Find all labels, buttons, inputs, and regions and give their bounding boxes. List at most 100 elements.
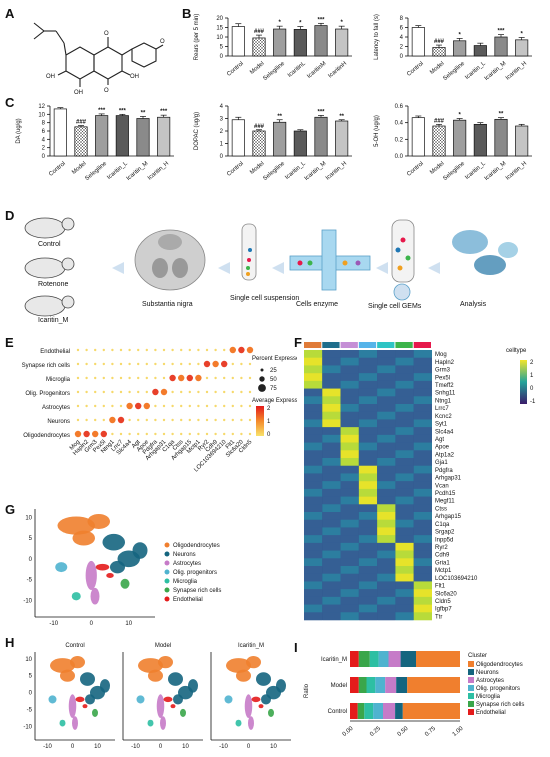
heatmap-cell (377, 350, 396, 359)
heatmap-cell (413, 450, 432, 459)
significance-mark: ### (76, 120, 87, 126)
expression-dot (85, 348, 88, 352)
x-tick-label: 10 (125, 621, 132, 627)
panel-label-h: H (5, 635, 15, 650)
atom-o-ring: O (104, 31, 109, 37)
heatmap-cell (304, 504, 323, 513)
expression-dot (212, 360, 219, 368)
umap-cluster (258, 704, 264, 709)
heatmap-cell (377, 434, 396, 443)
significance-mark: * (278, 20, 281, 26)
expression-dot (223, 376, 226, 380)
heatmap-cell (304, 365, 323, 374)
heatmap-cell (395, 535, 414, 544)
group-icaritin: Icaritin_M (38, 317, 69, 324)
gene-label: Ctss (435, 506, 447, 512)
y-tick-label: 12 (38, 104, 45, 110)
panel-label-c: C (5, 95, 15, 110)
legend-label: Olig. progenitors (476, 686, 520, 692)
y-tick-label: 0 (29, 691, 33, 697)
heatmap-cell (395, 612, 414, 621)
heatmap-cell (413, 473, 432, 482)
y-tick-label: 2 (42, 146, 46, 152)
heatmap-cell (340, 535, 359, 544)
gene-label: Inpp5d (435, 537, 453, 543)
stacked-segment (407, 677, 460, 693)
legend-expr-label: 1 (267, 419, 271, 425)
umap-cluster (256, 672, 271, 686)
expression-dot (94, 418, 97, 422)
umap-cluster (163, 696, 173, 703)
heatmap-cell (377, 589, 396, 598)
gene-label: Cldn5 (435, 599, 451, 605)
panel-i-stacked: Ratio Icaritin_M Model Control 0.00 0.25 0.50 0… (304, 651, 524, 738)
heatmap-cell (377, 388, 396, 397)
heatmap-cell (358, 434, 378, 443)
bar (494, 36, 508, 57)
expression-dot (195, 374, 202, 382)
heatmap-cell (340, 373, 359, 382)
panel-d-workflow: Control Rotenone Icaritin_M Substantia n… (24, 217, 518, 324)
y-tick-label: 5 (29, 674, 33, 680)
expression-dot (154, 376, 157, 380)
legend-label: Astrocytes (476, 678, 504, 684)
expression-dot (152, 388, 159, 396)
umap-cluster (188, 679, 198, 693)
heatmap-cell (340, 558, 359, 567)
category-label: Model (429, 61, 445, 76)
heatmap-cell (340, 465, 359, 474)
heatmap-cell (358, 442, 378, 451)
heatmap-cell (358, 411, 378, 420)
expression-dot (102, 418, 106, 422)
umap-cluster (92, 708, 98, 717)
umap-cluster (55, 562, 68, 573)
heatmap-cell (322, 581, 341, 590)
heatmap-cell (358, 450, 378, 459)
bar (273, 121, 287, 157)
expression-dot (128, 432, 131, 436)
heatmap-cell (413, 404, 432, 413)
y-tick-label: 4 (220, 104, 224, 110)
heatmap-cell (304, 404, 323, 413)
x-tick-label: -10 (219, 744, 228, 750)
heatmap-cell (304, 596, 323, 605)
expression-dot (221, 360, 228, 368)
step-substantia-nigra: Substantia nigra (142, 301, 193, 308)
heatmap-cell (322, 427, 341, 436)
heatmap-cell (304, 411, 323, 420)
heatmap-cell (413, 504, 432, 513)
legend-expr-label: 0 (267, 432, 271, 438)
stacked-segment (378, 651, 389, 667)
category-label: Icaritin_M (484, 161, 508, 182)
heatmap-cell (322, 458, 341, 467)
heatmap-cell (395, 589, 414, 598)
celltype-label: Synapse rich cells (22, 363, 70, 369)
expression-dot (188, 362, 191, 366)
expression-dot (229, 346, 236, 354)
x-tick-label: 0 (247, 744, 251, 750)
significance-mark: * (299, 21, 302, 27)
bar (453, 119, 467, 157)
heatmap-cell (340, 589, 359, 598)
stacked-segment (375, 677, 386, 693)
heatmap-cell (413, 604, 432, 613)
expression-dot (137, 376, 140, 380)
heatmap-cell (304, 442, 323, 451)
heatmap-cell (377, 365, 396, 374)
expression-dot (109, 416, 116, 424)
umap-cluster (268, 708, 274, 717)
expression-dot (76, 418, 80, 422)
expression-dot (197, 390, 200, 394)
heatmap-cell (322, 396, 341, 405)
expression-dot (240, 376, 243, 380)
heatmap-cell (358, 473, 378, 482)
expression-dot (94, 362, 97, 366)
heatmap-cell (340, 581, 359, 590)
y-axis-label: Ratio (304, 683, 310, 698)
heatmap-cell (358, 365, 378, 374)
legend-label: Neurons (173, 552, 196, 558)
heatmap-cell (358, 542, 378, 551)
legend-label: Endothelial (173, 597, 203, 603)
heatmap-cell (377, 404, 396, 413)
category-label: Control (226, 161, 245, 178)
